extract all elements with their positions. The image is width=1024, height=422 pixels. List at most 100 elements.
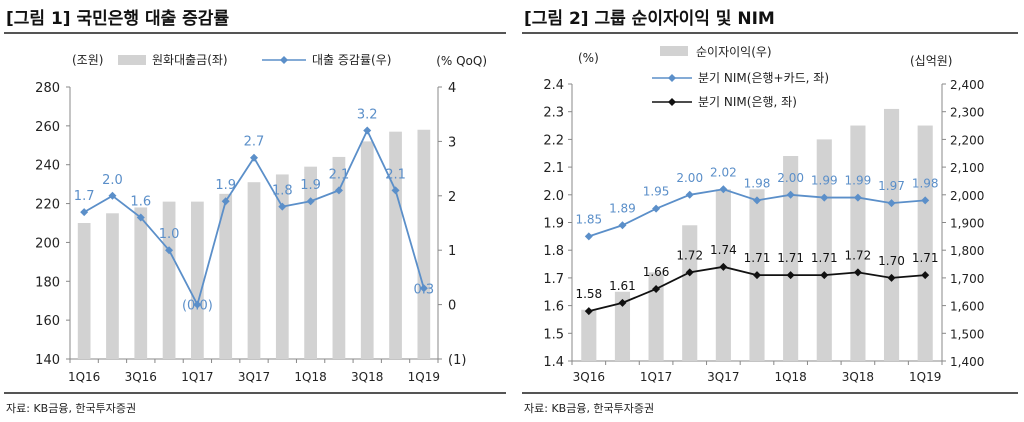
data-point [753, 271, 761, 280]
bar [682, 225, 698, 361]
data-label: 2.7 [244, 135, 265, 150]
data-point [334, 186, 343, 195]
data-point [80, 208, 89, 217]
left-axis-unit: (%) [578, 51, 599, 65]
y-tick-label: 2.4 [543, 78, 564, 93]
bar [191, 201, 204, 359]
y-tick-label: 220 [35, 198, 60, 213]
bar [219, 193, 233, 359]
legend-swatch-bar [118, 55, 146, 65]
data-label: 1.98 [912, 176, 939, 190]
y2-tick-label: 2,400 [950, 78, 984, 92]
y2-tick-label: 1,500 [950, 327, 984, 341]
data-point [820, 271, 829, 280]
data-point [887, 273, 896, 282]
legend-marker [668, 98, 676, 106]
data-label: 2.1 [329, 167, 350, 182]
x-tick-label: 1Q19 [909, 370, 941, 384]
data-point [136, 213, 145, 222]
data-label: 3.2 [357, 108, 378, 123]
data-point [786, 271, 795, 280]
x-tick-label: 3Q18 [842, 370, 874, 384]
x-tick-label: 3Q16 [573, 370, 605, 384]
data-label: 1.6 [130, 195, 151, 210]
data-label: 1.8 [272, 184, 293, 199]
bar [917, 125, 933, 361]
y2-tick-label: 2,200 [950, 133, 984, 147]
bar [417, 129, 431, 359]
data-label: 2.02 [710, 165, 737, 179]
title-divider [522, 32, 1018, 34]
data-point [853, 193, 862, 202]
y2-tick-label: (1) [448, 353, 466, 368]
y-tick-label: 200 [35, 236, 60, 251]
legend-marker [280, 56, 288, 64]
chart-title: [그림 1] 국민은행 대출 증감률 [6, 9, 230, 29]
y2-tick-label: 1,700 [950, 272, 984, 286]
bar [715, 189, 731, 361]
data-point [618, 221, 627, 230]
source-note: 자료: KB금융, 한국투자증권 [6, 402, 137, 415]
y-tick-label: 1.9 [543, 217, 564, 232]
legend-label: 분기 NIM(은행, 좌) [698, 94, 797, 109]
chart-panel-1: [그림 1] 국민은행 대출 증감률 (조원) (% QoQ) 원화대출금(좌) 대출… [4, 9, 506, 415]
data-label: 1.71 [912, 251, 939, 265]
data-label: 1.89 [609, 201, 636, 215]
x-tick-label: 1Q16 [68, 370, 100, 384]
y-tick-label: 240 [35, 159, 60, 174]
bar [816, 139, 832, 361]
data-point [719, 185, 728, 194]
data-label: 1.98 [744, 176, 771, 190]
y-tick-label: 2.1 [543, 161, 564, 176]
x-tick-label: 1Q17 [640, 370, 672, 384]
y-tick-label: 1.4 [543, 355, 564, 370]
data-label: 1.70 [878, 254, 905, 268]
title-divider [4, 32, 506, 34]
right-axis-unit: (십억원) [910, 54, 952, 68]
bar [247, 182, 261, 359]
chart-title: [그림 2] 그룹 순이자이익 및 NIM [524, 9, 775, 29]
y2-tick-label: 2,300 [950, 106, 984, 120]
y2-tick-label: 1,900 [950, 217, 984, 231]
legend-swatch-bar [660, 46, 688, 56]
data-label: 1.71 [811, 251, 838, 265]
data-point [719, 262, 728, 271]
x-tick-label: 1Q18 [774, 370, 806, 384]
data-label: 1.71 [777, 251, 804, 265]
x-tick-label: 3Q17 [238, 370, 270, 384]
data-label: 1.72 [676, 248, 703, 262]
data-point [652, 284, 661, 293]
y-tick-label: 280 [35, 81, 60, 96]
bar [648, 272, 664, 361]
data-point [221, 197, 230, 206]
bar [850, 125, 866, 361]
data-point [584, 307, 593, 316]
x-tick-label: 1Q19 [408, 370, 440, 384]
source-divider [4, 392, 506, 394]
data-label: 1.9 [300, 178, 321, 193]
loan-growth-chart: (조원) (% QoQ)원화대출금(좌) 대출 증감률(우)140160180200… [35, 53, 487, 384]
y2-tick-label: 1,800 [950, 244, 984, 258]
bar [106, 213, 119, 359]
data-label: 1.58 [575, 287, 602, 301]
y2-tick-label: 1,400 [950, 355, 984, 369]
source-divider [522, 392, 1018, 394]
bar [332, 156, 346, 359]
data-label: 1.74 [710, 243, 737, 257]
y2-tick-label: 1 [448, 244, 456, 259]
bar [389, 131, 402, 359]
data-point [820, 193, 829, 202]
source-note: 자료: KB금융, 한국투자증권 [524, 402, 655, 415]
x-tick-label: 3Q16 [125, 370, 157, 384]
data-point [853, 268, 862, 277]
nim-chart: (%) (십억원) 순이자이익(우) 분기 NIM(은행+카드, 좌) 분기 NIM(은… [543, 45, 984, 384]
data-point [652, 204, 661, 213]
data-label: 1.66 [643, 265, 670, 279]
data-point [278, 202, 287, 211]
data-label: 1.71 [744, 251, 771, 265]
bar [614, 291, 631, 361]
legend-label: 순이자이익(우) [696, 45, 772, 59]
data-point [685, 190, 694, 199]
data-point [887, 199, 896, 208]
data-point [363, 126, 372, 135]
